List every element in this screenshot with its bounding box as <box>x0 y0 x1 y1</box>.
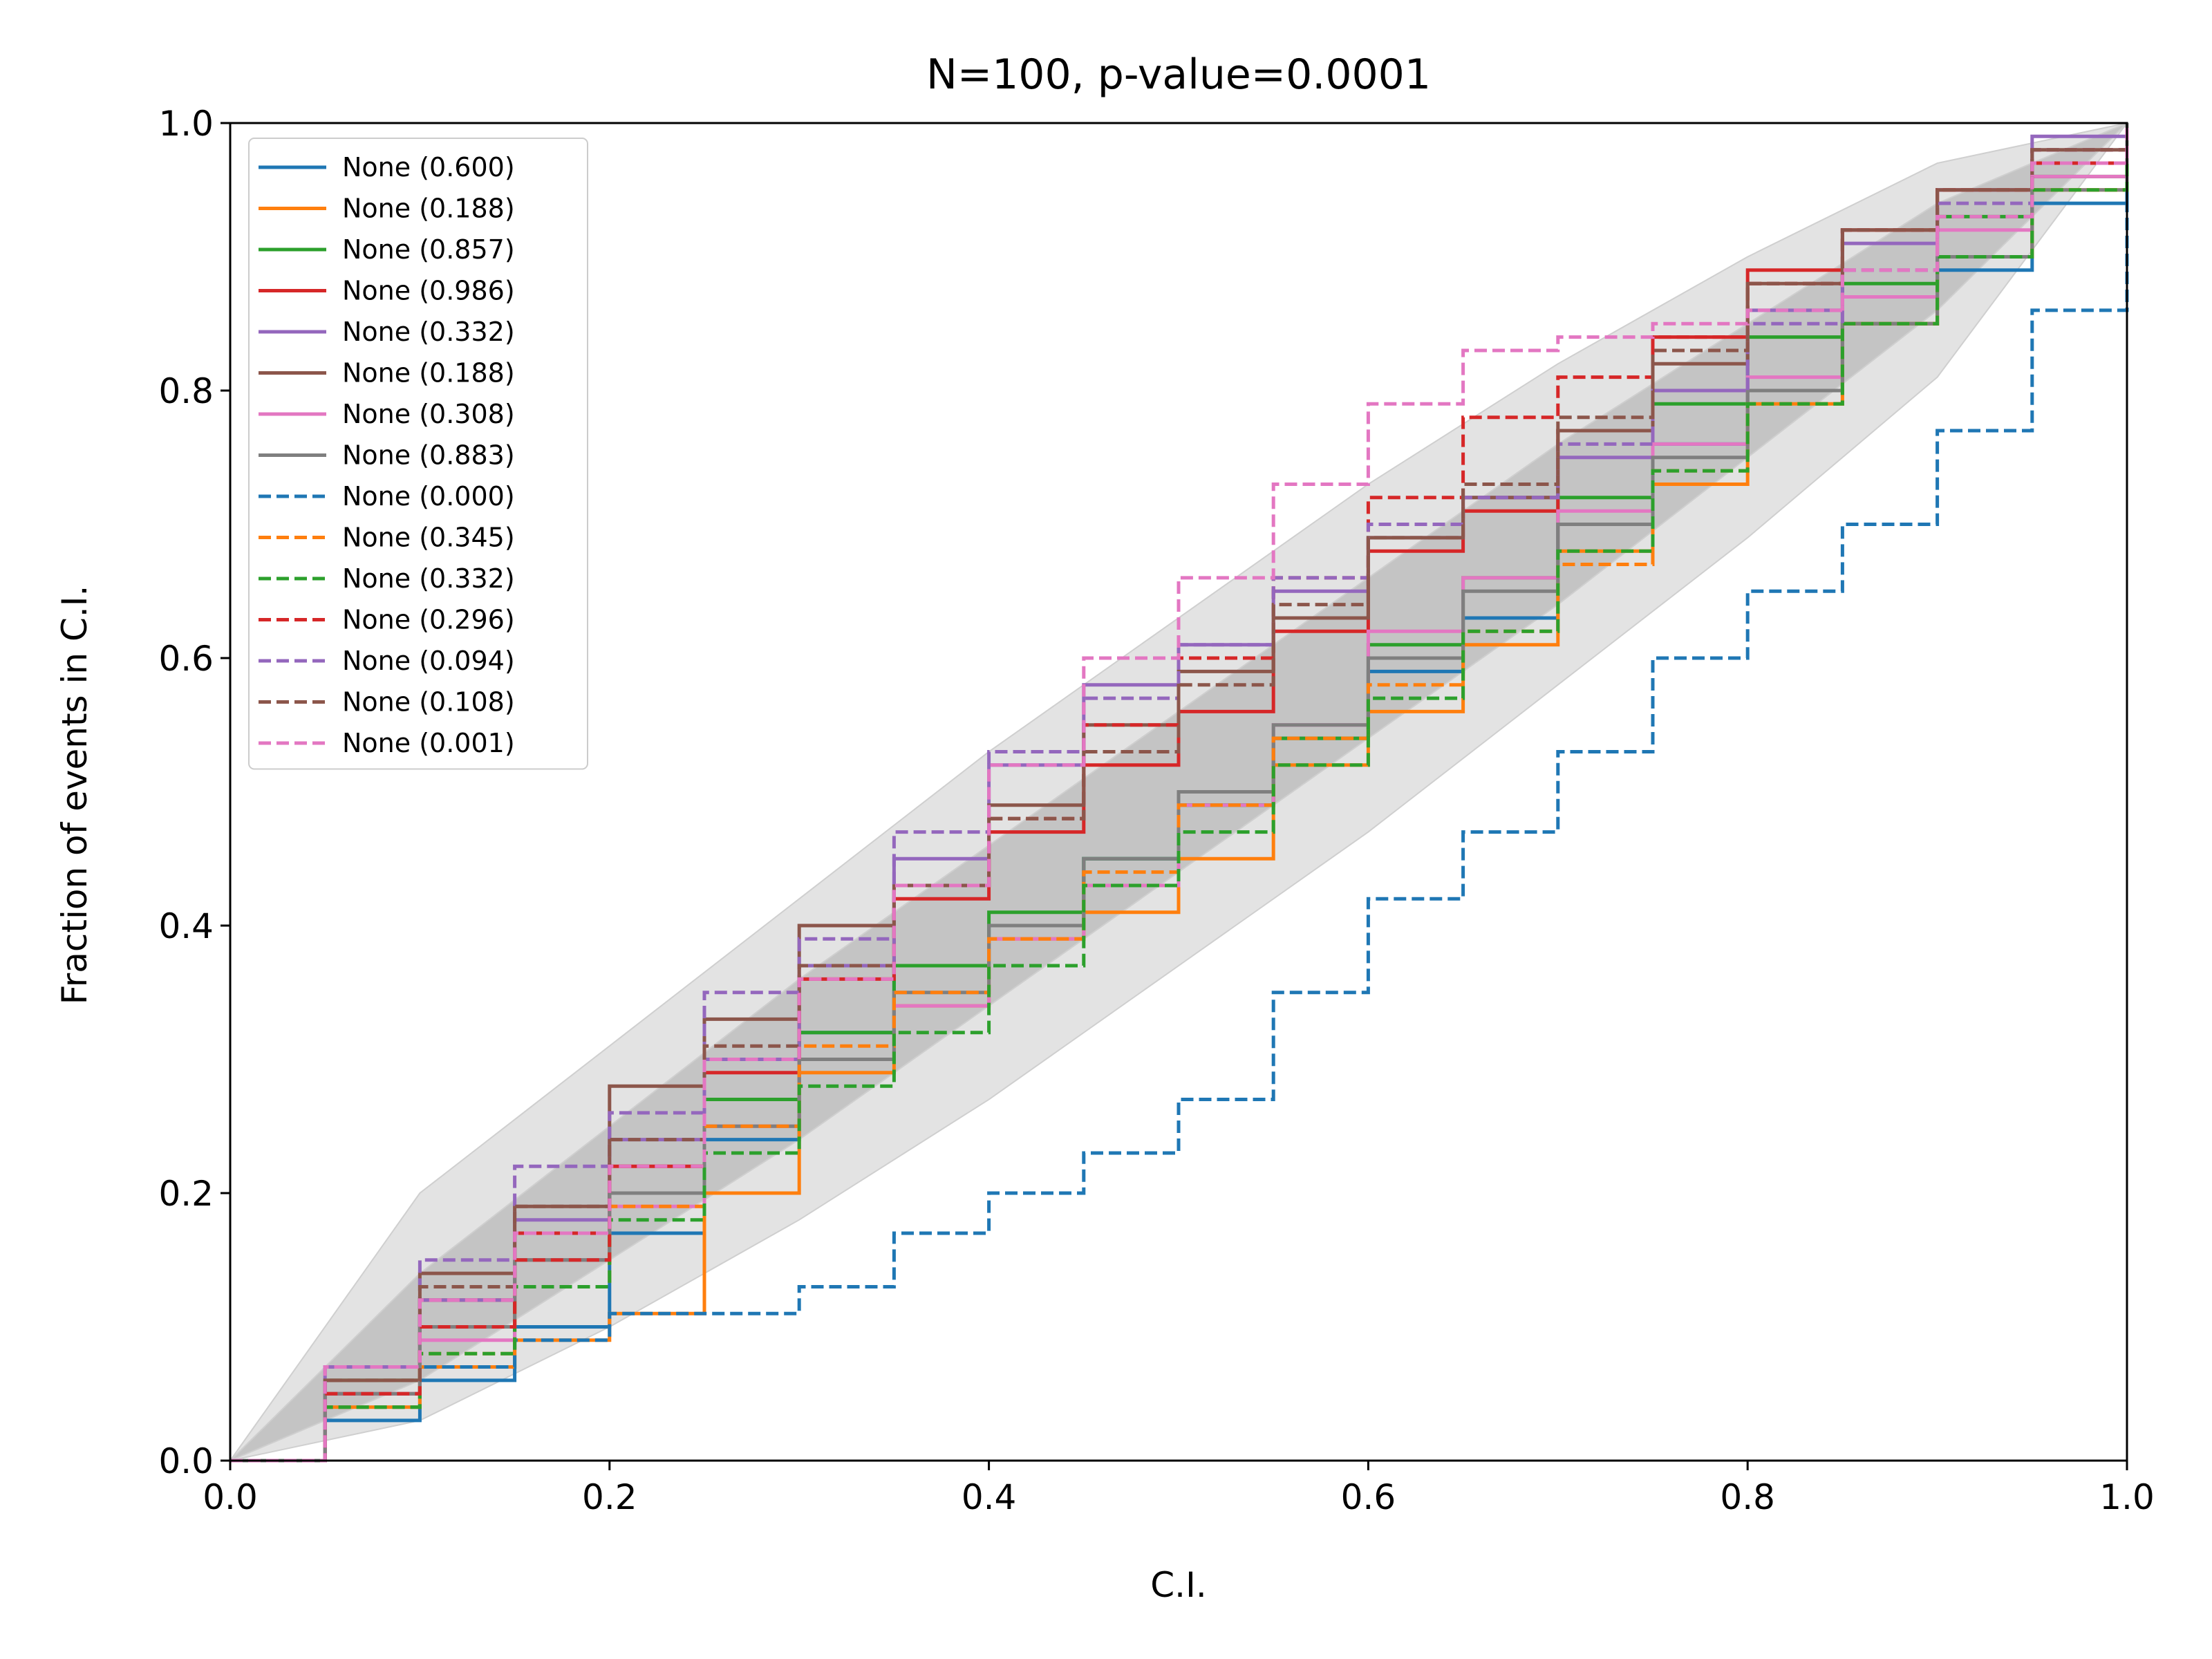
y-tick-label: 0.2 <box>158 1174 214 1214</box>
y-tick-label: 1.0 <box>158 104 214 144</box>
legend-label: None (0.332) <box>342 317 515 347</box>
legend-label: None (0.883) <box>342 440 515 471</box>
x-tick-label: 0.8 <box>1720 1477 1775 1517</box>
plot-area <box>228 122 2129 1463</box>
y-tick-label: 0.4 <box>158 906 214 946</box>
series-line-14 <box>230 123 2129 1463</box>
legend: None (0.600) None (0.188) None (0.857) None… <box>248 138 588 770</box>
legend-label: None (0.308) <box>342 399 515 429</box>
legend-label: None (0.600) <box>342 152 515 182</box>
legend-label: None (0.345) <box>342 523 515 553</box>
legend-label: None (0.094) <box>342 646 515 676</box>
y-axis-title: Fraction of events in C.I. <box>55 585 95 1005</box>
x-tick-label: 0.0 <box>203 1477 258 1517</box>
legend-label: None (0.296) <box>342 605 515 635</box>
plot-frame <box>229 122 2128 1462</box>
y-tick-label: 0.0 <box>158 1441 214 1481</box>
legend-label: None (0.000) <box>342 481 515 512</box>
series-line-9 <box>230 123 2129 1463</box>
legend-label: None (0.001) <box>342 728 515 758</box>
x-axis-title-group: C.I. <box>1150 1565 1206 1605</box>
series-line-15 <box>230 123 2129 1463</box>
chart-title: N=100, p-value=0.0001 <box>926 50 1431 99</box>
legend-label: None (0.986) <box>342 276 515 306</box>
x-tick-label: 1.0 <box>2099 1477 2155 1517</box>
x-tick-label: 0.4 <box>962 1477 1017 1517</box>
legend-label: None (0.332) <box>342 563 515 594</box>
x-tick-label: 0.2 <box>582 1477 637 1517</box>
x-axis-title: C.I. <box>1150 1565 1206 1605</box>
y-tick-label: 0.6 <box>158 639 214 679</box>
y-tick-label: 0.8 <box>158 371 214 411</box>
legend-label: None (0.108) <box>342 687 515 718</box>
legend-label: None (0.188) <box>342 194 515 224</box>
legend-label: None (0.188) <box>342 358 515 388</box>
chart-title-group: N=100, p-value=0.0001 <box>926 50 1431 99</box>
series-line-11 <box>230 123 2129 1463</box>
axes: 0.0 0.2 0.4 0.6 0.8 1.0 0.0 0.2 0.4 0.6 0.8 1.0 <box>158 104 2154 1517</box>
legend-label: None (0.857) <box>342 234 515 265</box>
legend-box <box>248 138 588 770</box>
x-tick-label: 0.6 <box>1341 1477 1396 1517</box>
y-axis-title-group: Fraction of events in C.I. <box>55 585 95 1005</box>
